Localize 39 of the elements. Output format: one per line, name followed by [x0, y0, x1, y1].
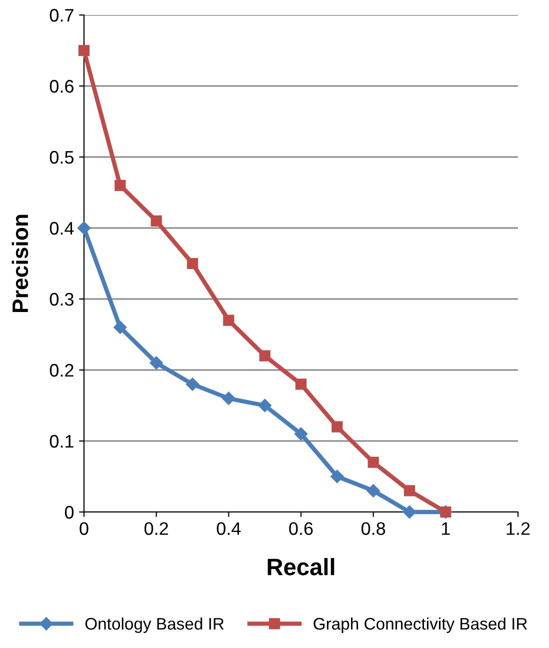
y-tick-label: 0.3 [50, 292, 74, 306]
point [186, 378, 200, 391]
y-axis-title: Precision [12, 214, 28, 312]
point [259, 350, 270, 362]
point [404, 485, 416, 496]
point [150, 356, 163, 370]
x-tick-label: 0.8 [361, 522, 386, 535]
point [258, 398, 272, 412]
point [295, 378, 307, 390]
x-tick-label: 0.2 [144, 522, 168, 535]
x-tick-label: 0.6 [289, 522, 313, 535]
legend-label: Graph Connectivity Based IR [314, 617, 527, 633]
x-tick-label: 0 [80, 522, 88, 535]
y-tick-label: 0.7 [50, 8, 74, 22]
point [332, 421, 343, 432]
point [150, 215, 162, 226]
y-tick-label: 0 [64, 506, 74, 519]
point [114, 320, 127, 334]
legend-label: Ontology Based IR [85, 617, 224, 633]
x-tick-label: 0.4 [216, 522, 241, 535]
y-tick-label: 0.4 [50, 222, 74, 235]
point [368, 456, 379, 468]
point [114, 180, 126, 191]
point [186, 258, 198, 270]
x-axis-title: Recall [268, 558, 334, 576]
y-tick-label: 0.5 [50, 150, 74, 164]
point [402, 505, 416, 519]
point [330, 470, 344, 484]
x-tick-label: 1.2 [506, 522, 530, 535]
point [223, 314, 234, 326]
y-tick-label: 0.2 [50, 364, 74, 377]
point [78, 44, 90, 56]
y-tick-label: 0.6 [50, 80, 74, 93]
y-tick-label: 0.1 [50, 434, 74, 448]
point [294, 427, 308, 440]
point [77, 221, 91, 235]
x-tick-label: 1 [442, 522, 450, 535]
point [222, 392, 236, 405]
point [366, 484, 380, 498]
